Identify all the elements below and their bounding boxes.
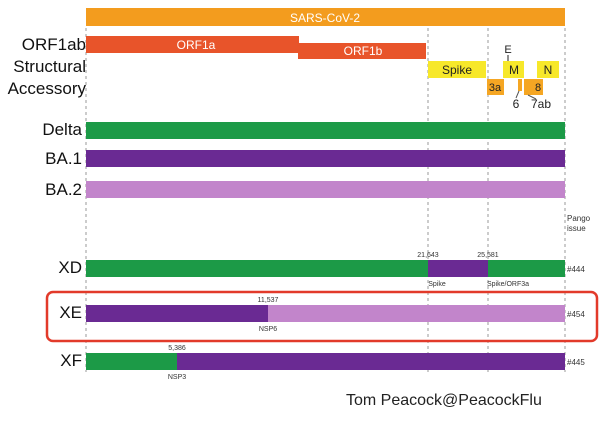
xe-segment-ba1 (86, 305, 268, 322)
n-label: N (544, 63, 553, 77)
orf1b-bar (298, 43, 426, 59)
pango-header-line1: Pango (567, 214, 591, 223)
xd-region-2: Spike/ORF3a (487, 281, 529, 288)
xd-segment-delta-5prime (86, 260, 428, 277)
xf-region: NSP3 (168, 374, 186, 381)
xe-segment-ba2 (268, 305, 565, 322)
structural-label: Structural (13, 57, 86, 76)
m-bar (503, 61, 524, 78)
e-label: E (504, 44, 511, 56)
orf7ab-tick (527, 94, 537, 100)
pango-header-line2: issue (567, 224, 586, 233)
delta-label: Delta (42, 120, 82, 139)
xf-breakpoint: 5,386 (168, 345, 186, 352)
orf8-label: 8 (535, 82, 541, 94)
orf3a-label: 3a (489, 82, 502, 94)
m-label: M (509, 63, 519, 77)
orf3a-bar (487, 79, 504, 95)
xf-segment-delta (86, 353, 177, 370)
orf7ab-label: 7ab (531, 97, 551, 111)
orf1a-bar (86, 36, 299, 53)
xd-pango-issue: #444 (567, 265, 585, 274)
orf1ab-label: ORF1ab (21, 35, 86, 54)
ba1-bar (86, 150, 565, 167)
xe-region: NSP6 (259, 326, 277, 333)
orf8-bar (531, 79, 543, 95)
orf6-label: 6 (513, 97, 520, 111)
spike-label: Spike (442, 63, 472, 77)
xd-label: XD (58, 258, 82, 277)
xe-highlight-box (45, 290, 599, 343)
xd-segment-ba1 (428, 260, 488, 277)
genome-title: SARS-CoV-2 (290, 11, 360, 25)
orf6-bar (518, 79, 522, 91)
xd-segment-delta-3prime (488, 260, 565, 277)
spike-bar (428, 61, 486, 78)
xd-breakpoint-2: 25,581 (477, 252, 499, 259)
orf6-tick (515, 90, 520, 99)
orf7ab-bar (524, 79, 531, 95)
xf-label: XF (60, 351, 82, 370)
xf-pango-issue: #445 (567, 358, 585, 367)
xf-segment-ba1 (177, 353, 565, 370)
xe-label: XE (59, 303, 82, 322)
ba2-label: BA.2 (45, 180, 82, 199)
genome-bar (86, 8, 565, 26)
n-bar (537, 61, 559, 78)
xe-breakpoint: 11,537 (258, 297, 279, 304)
ba2-bar (86, 181, 565, 198)
xe-pango-issue: #454 (567, 310, 585, 319)
ba1-label: BA.1 (45, 149, 82, 168)
credit-text: Tom Peacock@PeacockFlu (346, 392, 542, 409)
orf1a-label: ORF1a (177, 38, 216, 52)
accessory-label: Accessory (7, 79, 86, 98)
xd-region-1: Spike (428, 281, 446, 288)
delta-bar (86, 122, 565, 139)
xd-breakpoint-1: 21,643 (417, 252, 439, 259)
orf1b-label: ORF1b (344, 44, 383, 58)
